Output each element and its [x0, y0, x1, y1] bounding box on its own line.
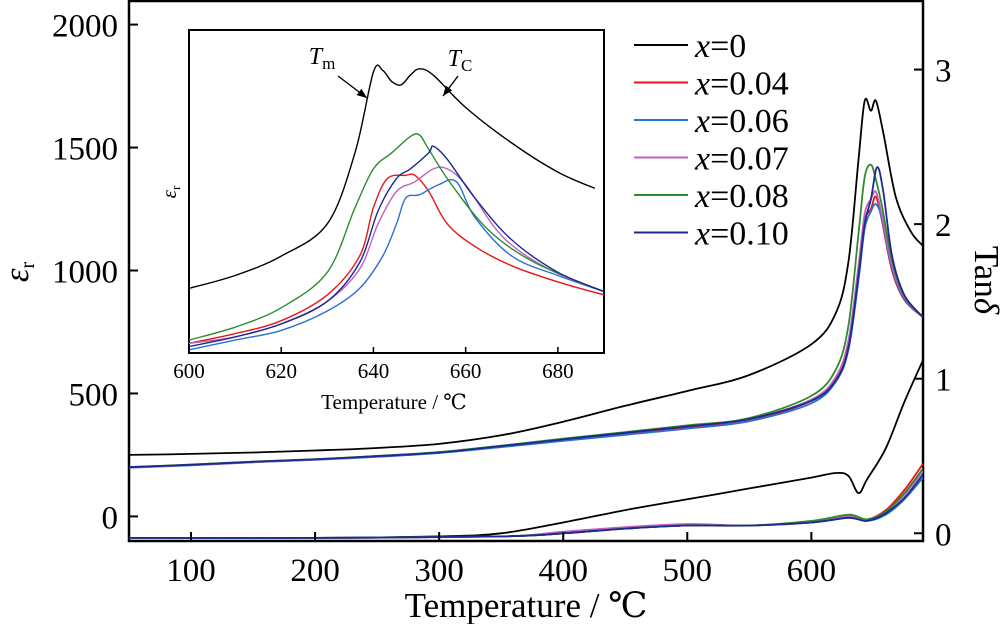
legend-value: =0.10	[710, 216, 789, 253]
y-left-tick-label: 1500	[52, 132, 118, 168]
y-right-tick-label: 0	[935, 517, 952, 553]
inset-annotation-label: Tm	[309, 44, 336, 73]
inset-series-line-x-0	[189, 64, 596, 290]
inset-x-tick-label: 640	[358, 359, 390, 383]
legend-value: =0.06	[710, 103, 789, 140]
inset-annotation-label: TC	[448, 46, 473, 75]
annotation-arrow-head	[356, 88, 367, 98]
inset-y-title-symbol: ε	[157, 189, 181, 198]
main-axes-group: 100 200 300 400 500 600 0 500 1000 1500 2000 0 1 2 3 Te…	[0, 9, 1000, 624]
legend-value: =0	[710, 28, 746, 65]
y-right-title-text: Tan	[967, 246, 1000, 298]
inset-x-tick-label: 620	[265, 359, 297, 383]
y-right-tick-label: 3	[935, 54, 952, 90]
legend-label: x=0.08	[694, 178, 789, 215]
y-left-tick-label: 500	[69, 377, 119, 413]
x-tick-label: 200	[290, 553, 340, 589]
y-left-tick-label: 0	[102, 500, 119, 536]
annotation-main: T	[448, 46, 463, 72]
series-line-x-0-10	[129, 166, 923, 469]
inset-x-tick-label: 600	[173, 359, 205, 383]
annotation-sub: C	[461, 56, 472, 75]
y-left-tick-label: 1000	[52, 255, 118, 291]
x-tick-label: 600	[787, 553, 837, 589]
legend: x=0x=0.04x=0.06x=0.07x=0.08x=0.10	[634, 28, 789, 253]
legend-value: =0.08	[710, 178, 789, 215]
y-right-axis-title: Tanδ	[967, 246, 1000, 315]
legend-value: =0.04	[710, 66, 789, 103]
x-tick-label: 400	[538, 553, 588, 589]
inset-series-line-x-0-08	[189, 133, 604, 341]
inset-y-title-sub: r	[168, 185, 183, 190]
inset-x-tick-label: 660	[450, 359, 482, 383]
legend-var: x	[694, 178, 710, 215]
inset-series-line-x-0-10	[189, 145, 604, 348]
annotation-main: T	[309, 44, 324, 70]
legend-label: x=0.10	[694, 216, 789, 253]
x-tick-label: 100	[166, 553, 216, 589]
y-right-tick-label: 1	[935, 363, 952, 399]
legend-var: x	[694, 66, 710, 103]
main-series-group	[129, 97, 923, 539]
legend-label: x=0.07	[694, 141, 789, 178]
legend-label: x=0.06	[694, 103, 789, 140]
inset-series-line-x-0-04	[189, 173, 604, 344]
legend-var: x	[694, 216, 710, 253]
y-right-tick-label: 2	[935, 208, 952, 244]
x-axis-title: Temperature / ℃	[405, 586, 648, 624]
x-tick-label: 300	[414, 553, 464, 589]
y-left-title-symbol: ε	[0, 268, 36, 282]
y-left-tick-label: 2000	[52, 9, 118, 45]
legend-label: x=0	[694, 28, 746, 65]
y-right-title-symbol: δ	[967, 298, 1000, 315]
y-left-axis-title: εr	[0, 261, 39, 282]
legend-label: x=0.04	[694, 66, 789, 103]
series-line-x-0	[129, 97, 923, 456]
y-left-title-sub: r	[17, 261, 39, 268]
legend-var: x	[694, 28, 710, 65]
legend-var: x	[694, 103, 710, 140]
inset-y-axis-title: εr	[157, 185, 183, 198]
annotation-arrow-head	[443, 85, 453, 96]
inset-series-group	[189, 64, 604, 351]
series-line-x-0-10-tan-	[129, 473, 923, 539]
annotation-sub: m	[322, 54, 335, 73]
legend-value: =0.07	[710, 141, 789, 178]
legend-var: x	[694, 141, 710, 178]
x-tick-label: 500	[663, 553, 713, 589]
inset-x-axis-title: Temperature / ℃	[321, 390, 467, 414]
inset-series-line-x-0-06	[189, 179, 604, 351]
inset-x-tick-label: 680	[542, 359, 574, 383]
